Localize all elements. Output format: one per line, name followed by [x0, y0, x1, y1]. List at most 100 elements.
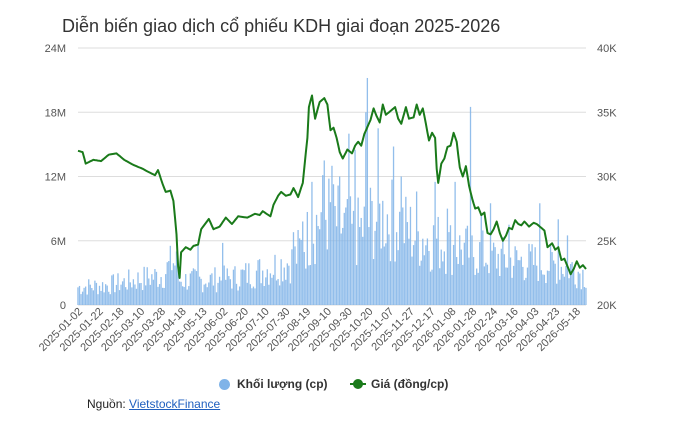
volume-bar: [383, 246, 385, 305]
volume-bar: [497, 253, 499, 305]
volume-bar: [137, 272, 139, 305]
volume-bar: [368, 227, 370, 305]
volume-bar: [135, 288, 138, 305]
volume-bar: [257, 260, 259, 305]
volume-bar: [222, 242, 224, 305]
volume-bar: [576, 288, 578, 305]
volume-bar: [208, 282, 210, 305]
volume-bar: [161, 287, 164, 305]
volume-bar: [471, 235, 473, 305]
volume-bar: [415, 191, 418, 305]
volume-bar: [237, 290, 239, 305]
volume-bar: [332, 184, 335, 305]
volume-bar: [369, 187, 372, 305]
volume-bar: [528, 243, 530, 305]
left-axis-ticks: 0 6M 12M 18M 24M: [45, 43, 66, 312]
volume-bar: [123, 278, 125, 305]
volume-bar: [394, 261, 396, 305]
legend-volume[interactable]: Khối lượng (cp): [219, 377, 328, 391]
volume-bar: [78, 285, 81, 305]
volume-bar: [265, 277, 267, 305]
volume-bar: [435, 238, 438, 305]
volume-bar: [419, 265, 421, 305]
volume-bar: [195, 271, 198, 305]
volume-bar: [511, 277, 513, 305]
volume-bar: [243, 270, 245, 305]
volume-bar: [411, 256, 413, 305]
volume-bar: [569, 264, 572, 305]
volume-bar: [425, 245, 427, 305]
volume-bar: [226, 268, 228, 305]
volume-bar: [431, 269, 433, 305]
volume-bar: [238, 286, 241, 305]
volume-bar: [311, 181, 313, 305]
volume-bar: [165, 274, 167, 305]
volume-bar: [317, 226, 319, 305]
source-prefix: Nguồn:: [87, 397, 130, 411]
volume-bar: [392, 146, 395, 305]
volume-bar: [446, 208, 449, 305]
volume-bar: [422, 238, 424, 305]
volume-bar: [323, 160, 325, 305]
volume-bar: [489, 203, 492, 305]
volume-bar: [303, 252, 305, 305]
volume-bar: [437, 216, 439, 305]
volume-bar: [545, 283, 547, 305]
legend-price[interactable]: Giá (đồng/cp): [350, 377, 448, 391]
volume-bar: [131, 287, 133, 305]
price-line-group: [77, 94, 587, 279]
volume-bar: [525, 277, 527, 305]
right-tick-label: 35K: [597, 107, 617, 119]
source-link[interactable]: VietstockFinance: [129, 397, 221, 411]
volume-bar: [483, 266, 486, 305]
volume-bar: [582, 269, 584, 305]
volume-bar: [117, 273, 119, 305]
volume-bar: [472, 257, 475, 305]
volume-bar: [491, 250, 493, 305]
volume-bar: [295, 263, 298, 305]
volume-bar: [155, 271, 158, 305]
volume-bar: [469, 106, 472, 305]
volume-bar: [492, 242, 495, 305]
chart-title: Diễn biến giao dịch cổ phiếu KDH giai đo…: [62, 16, 501, 36]
volume-bar: [456, 257, 458, 305]
volume-bar: [255, 270, 258, 305]
volume-bar: [300, 239, 302, 305]
volume-swatch-icon: [219, 378, 230, 390]
volume-bar: [152, 279, 155, 305]
volume-bar: [312, 243, 315, 305]
volume-bar: [414, 240, 416, 305]
volume-bar: [106, 285, 108, 305]
volume-bar: [220, 280, 222, 305]
volume-bar: [557, 219, 559, 305]
source-note: Nguồn: VietstockFinance: [87, 397, 220, 411]
left-tick-label: 18M: [45, 107, 66, 119]
volume-bar: [359, 227, 361, 305]
volume-bar: [277, 279, 279, 305]
volume-bar: [374, 230, 376, 305]
volume-bar: [209, 274, 212, 305]
volume-bar: [297, 230, 299, 305]
volume-bar: [457, 263, 459, 305]
volume-bar: [494, 247, 496, 305]
volume-bar: [231, 288, 233, 305]
volume-bar: [129, 282, 131, 305]
volume-bar: [285, 279, 287, 305]
volume-bar: [278, 285, 281, 305]
volume-bar: [585, 287, 587, 305]
volume-bar: [559, 279, 561, 305]
volume-bar: [554, 263, 556, 305]
volume-bar: [194, 269, 196, 305]
volume-bar: [240, 269, 242, 305]
volume-bar: [112, 274, 115, 305]
volume-bar: [391, 179, 393, 305]
volume-bar: [271, 277, 273, 305]
volume-bar: [523, 280, 526, 305]
volume-bar: [512, 265, 515, 305]
volume-bar: [502, 237, 504, 305]
volume-bar: [409, 206, 412, 305]
price-swatch-icon: [350, 379, 366, 389]
volume-bar: [246, 282, 248, 305]
volume-bar: [272, 274, 275, 305]
volume-bar: [168, 261, 170, 305]
